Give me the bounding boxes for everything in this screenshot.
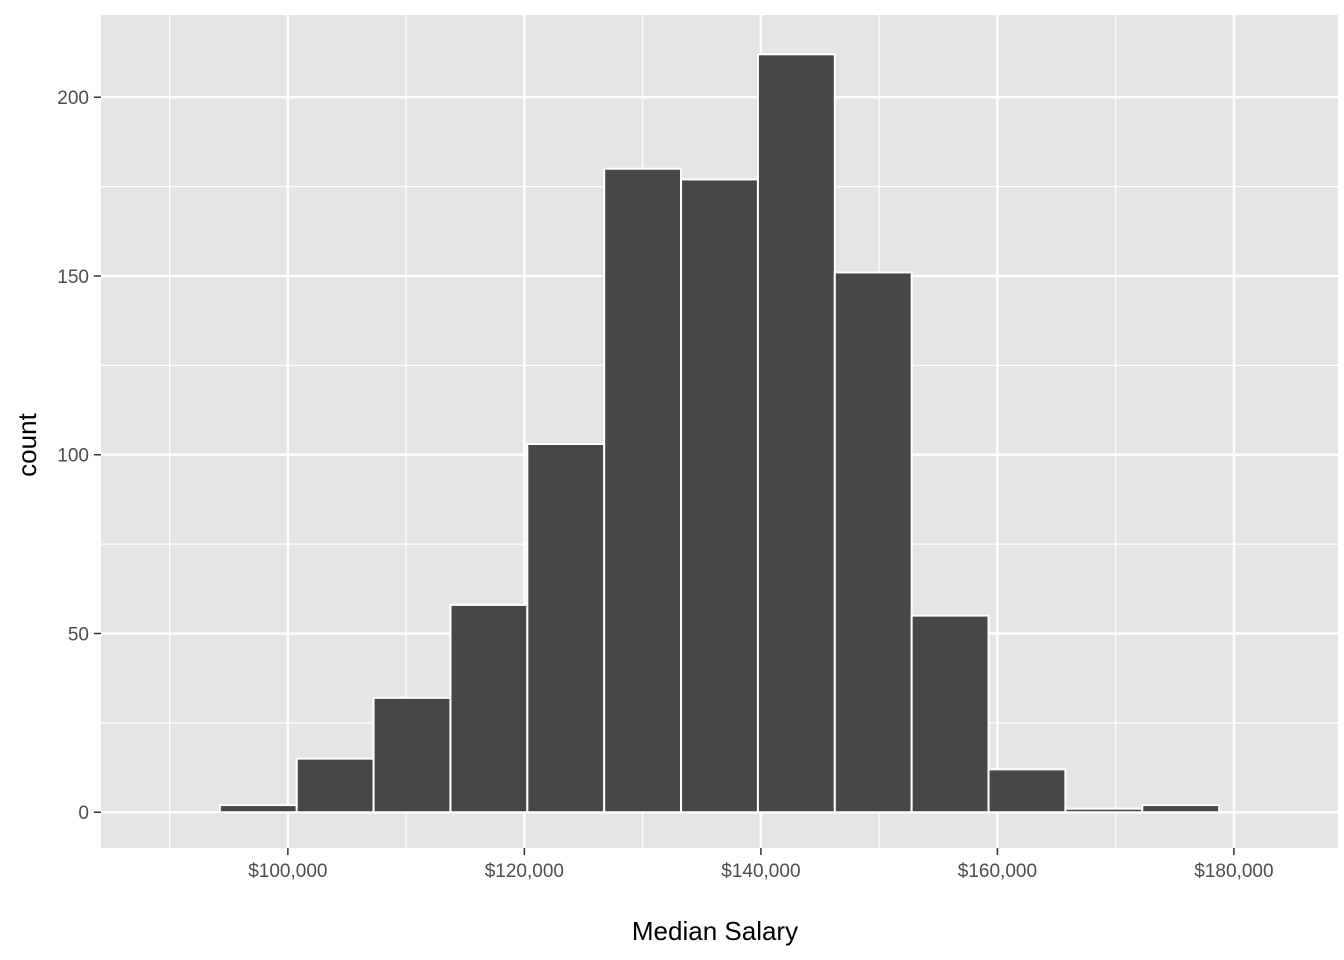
y-axis-title: count bbox=[12, 412, 42, 476]
histogram-bar bbox=[680, 178, 759, 814]
histogram-bar bbox=[987, 768, 1067, 814]
x-tick-label: $180,000 bbox=[1194, 861, 1273, 882]
y-tick-label: 50 bbox=[68, 624, 89, 645]
x-tick-label: $120,000 bbox=[485, 861, 564, 882]
x-tick-label: $100,000 bbox=[248, 861, 327, 882]
histogram-bar bbox=[603, 167, 683, 814]
histogram-bar bbox=[449, 603, 529, 814]
histogram-bar bbox=[218, 804, 298, 814]
x-tick-label: $140,000 bbox=[721, 861, 800, 882]
y-axis-ticks: 0 50 100 150 200 bbox=[57, 88, 101, 824]
x-tick-label: $160,000 bbox=[958, 861, 1037, 882]
histogram-bar bbox=[295, 757, 375, 814]
y-tick-label: 200 bbox=[57, 88, 89, 109]
histogram-bar bbox=[910, 614, 990, 814]
histogram-bar bbox=[372, 696, 452, 814]
histogram-bar bbox=[1064, 807, 1144, 814]
histogram-bar bbox=[756, 53, 836, 814]
histogram-bar bbox=[833, 271, 913, 814]
x-axis-ticks: $100,000 $120,000 $140,000 $160,000 $180,000 bbox=[248, 848, 1274, 882]
x-axis-title: Median Salary bbox=[632, 916, 798, 946]
histogram-bar bbox=[1141, 804, 1221, 814]
y-tick-label: 0 bbox=[78, 803, 89, 824]
y-tick-label: 150 bbox=[57, 267, 89, 288]
histogram-bars bbox=[218, 53, 1221, 814]
y-tick-label: 100 bbox=[57, 446, 89, 467]
histogram-bar bbox=[526, 443, 606, 814]
